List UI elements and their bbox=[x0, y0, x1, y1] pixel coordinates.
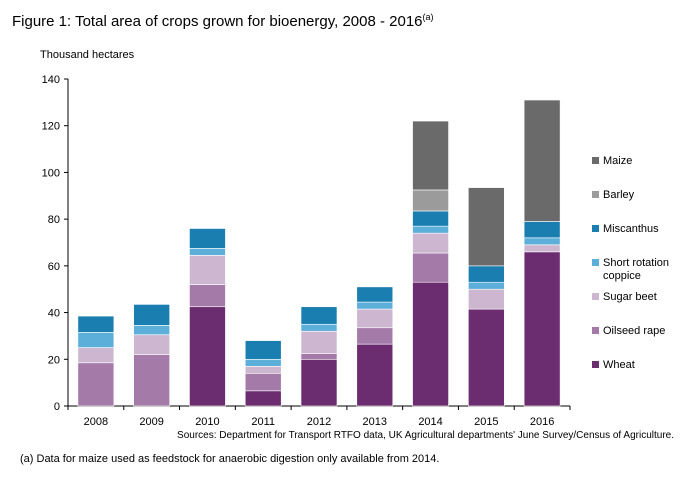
y-tick-label: 120 bbox=[42, 121, 60, 133]
legend-swatch-short-rotation-coppice bbox=[592, 259, 599, 266]
legend-label-sugar-beet: Sugar beet bbox=[603, 291, 657, 303]
bar-segment-miscanthus-2009 bbox=[133, 304, 170, 326]
bar-segment-miscanthus-2008 bbox=[77, 315, 115, 333]
y-axis-label: Thousand hectares bbox=[40, 49, 135, 61]
bar-segment-wheat-2014 bbox=[412, 281, 449, 407]
x-tick-label: 2013 bbox=[363, 416, 387, 428]
bar-segment-short-rotation-coppice-2008 bbox=[77, 332, 115, 348]
bar-segment-wheat-2013 bbox=[356, 343, 394, 407]
bar-segment-short-rotation-coppice-2011 bbox=[244, 358, 282, 367]
bar-segment-short-rotation-coppice-2012 bbox=[300, 323, 338, 332]
bar-segment-sugar-beet-2011 bbox=[244, 365, 282, 374]
y-tick-label: 40 bbox=[48, 308, 60, 320]
legend-swatch-sugar-beet bbox=[592, 293, 599, 300]
source-note: Sources: Department for Transport RTFO d… bbox=[177, 430, 674, 441]
bar-segment-short-rotation-coppice-2015 bbox=[468, 281, 505, 290]
legend-swatch-wheat bbox=[592, 361, 599, 368]
bar-segment-maize-2015 bbox=[468, 187, 505, 267]
bar-segment-wheat-2016 bbox=[523, 251, 561, 407]
bar-segment-oilseed-rape-2013 bbox=[356, 327, 394, 345]
bar-segment-short-rotation-coppice-2014 bbox=[412, 225, 449, 234]
plot-area: 0 20 40 60 80 100 120 140 2008 2009 2010 2011 2012 20… bbox=[42, 74, 571, 428]
y-tick-label: 140 bbox=[42, 74, 60, 86]
bar-segment-sugar-beet-2009 bbox=[133, 334, 170, 355]
bar-segment-oilseed-rape-2014 bbox=[412, 252, 449, 283]
x-tick-label: 2008 bbox=[84, 416, 108, 428]
y-tick-label: 80 bbox=[48, 214, 60, 226]
bar-segment-short-rotation-coppice-2010 bbox=[189, 248, 226, 256]
legend-swatch-oilseed-rape bbox=[592, 327, 599, 334]
bar-segment-maize-2014 bbox=[412, 120, 449, 191]
bar-segment-miscanthus-2010 bbox=[189, 228, 226, 249]
legend-label-barley: Barley bbox=[603, 189, 635, 201]
bar-segment-miscanthus-2011 bbox=[244, 340, 282, 360]
x-tick-label: 2016 bbox=[530, 416, 554, 428]
bar-segment-sugar-beet-2013 bbox=[356, 308, 394, 329]
bar-segment-sugar-beet-2012 bbox=[300, 330, 338, 354]
bar-segment-short-rotation-coppice-2016 bbox=[523, 237, 561, 246]
legend-label-short-rotation-coppice: Short rotation coppice bbox=[603, 257, 669, 282]
legend-label-maize: Maize bbox=[603, 155, 632, 167]
footnote: (a) Data for maize used as feedstock for… bbox=[20, 453, 440, 465]
bar-segment-wheat-2010 bbox=[189, 306, 226, 407]
bar-segment-sugar-beet-2008 bbox=[77, 347, 115, 364]
bar-segment-maize-2016 bbox=[523, 99, 561, 222]
y-tick-label: 60 bbox=[48, 261, 60, 273]
y-tick-label: 0 bbox=[54, 401, 60, 413]
x-tick-label: 2011 bbox=[251, 416, 275, 428]
bar-segment-miscanthus-2012 bbox=[300, 306, 338, 325]
bar-segment-sugar-beet-2014 bbox=[412, 232, 449, 254]
title-footnote-marker: (a) bbox=[422, 12, 434, 22]
bar-segment-miscanthus-2015 bbox=[468, 265, 505, 283]
legend-label-wheat: Wheat bbox=[603, 359, 635, 371]
legend-swatch-miscanthus bbox=[592, 225, 599, 232]
x-tick-label: 2010 bbox=[195, 416, 219, 428]
bar-segment-sugar-beet-2016 bbox=[523, 244, 561, 253]
bar-segment-wheat-2015 bbox=[468, 308, 505, 407]
chart-title: Figure 1: Total area of crops grown for … bbox=[12, 12, 434, 30]
bar-segment-miscanthus-2014 bbox=[412, 210, 449, 227]
legend: Maize Barley Miscanthus Short rotation coppi… bbox=[592, 155, 669, 371]
bar-segment-oilseed-rape-2009 bbox=[133, 354, 170, 407]
bar-segment-oilseed-rape-2012 bbox=[300, 353, 338, 360]
bar-segment-short-rotation-coppice-2013 bbox=[356, 301, 394, 310]
x-tick-label: 2014 bbox=[418, 416, 442, 428]
bar-segment-wheat-2011 bbox=[244, 390, 282, 407]
legend-swatch-barley bbox=[592, 191, 599, 198]
bar-segment-miscanthus-2016 bbox=[523, 221, 561, 239]
bar-segment-oilseed-rape-2011 bbox=[244, 372, 282, 392]
legend-label-oilseed-rape: Oilseed rape bbox=[603, 325, 665, 337]
bar-segment-sugar-beet-2015 bbox=[468, 288, 505, 310]
legend-label-miscanthus: Miscanthus bbox=[603, 223, 659, 235]
y-tick-label: 20 bbox=[48, 354, 60, 366]
bar-segment-short-rotation-coppice-2009 bbox=[133, 325, 170, 336]
x-tick-label: 2012 bbox=[307, 416, 331, 428]
x-tick-label: 2015 bbox=[474, 416, 498, 428]
bar-segment-sugar-beet-2010 bbox=[189, 255, 226, 285]
x-tick-label: 2009 bbox=[139, 416, 163, 428]
bar-segment-miscanthus-2013 bbox=[356, 286, 394, 303]
bar-segment-oilseed-rape-2010 bbox=[189, 284, 226, 308]
legend-swatch-maize bbox=[592, 157, 599, 164]
bar-segment-wheat-2012 bbox=[300, 358, 338, 407]
bar-segment-barley-2014 bbox=[412, 189, 449, 212]
bar-segment-oilseed-rape-2008 bbox=[77, 362, 115, 407]
y-tick-label: 100 bbox=[42, 167, 60, 179]
